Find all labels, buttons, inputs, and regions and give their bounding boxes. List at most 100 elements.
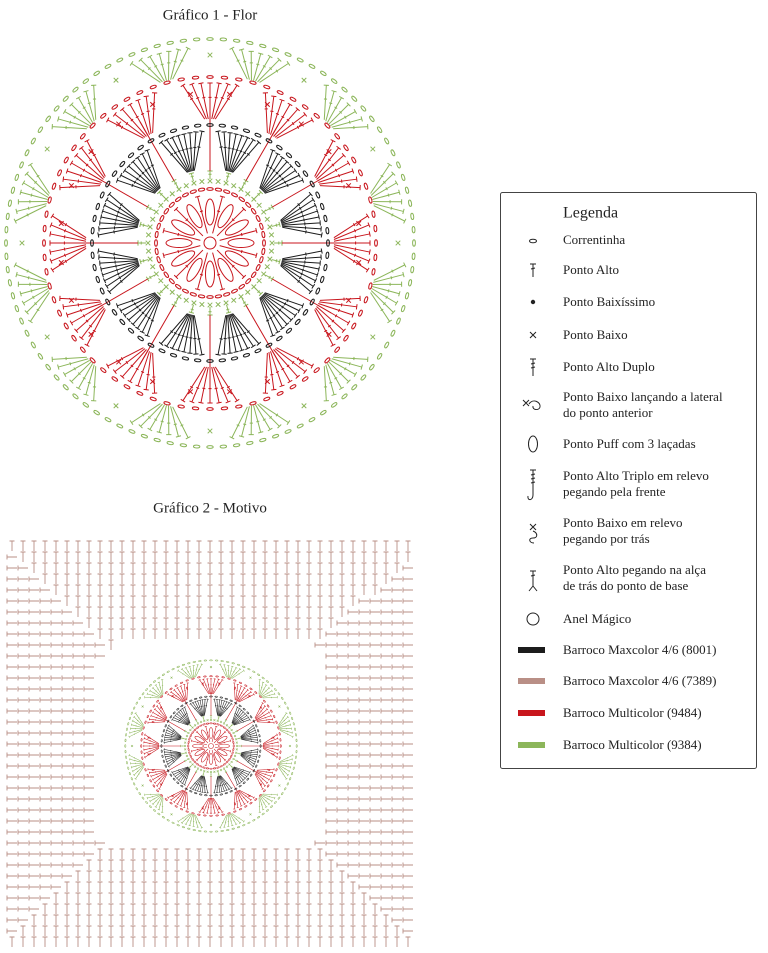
stitch	[314, 139, 336, 177]
single-crochet	[116, 359, 122, 365]
chain	[19, 161, 24, 169]
stitch	[17, 587, 28, 593]
chain	[53, 105, 60, 112]
chain	[308, 63, 316, 69]
chain	[169, 715, 173, 719]
stitch	[153, 708, 167, 720]
chain	[14, 173, 20, 181]
chain	[197, 187, 206, 192]
stitch	[179, 791, 186, 807]
stitch	[152, 562, 158, 573]
stitch	[284, 936, 290, 947]
chain	[276, 90, 284, 95]
stitch	[295, 584, 301, 595]
stitch	[193, 130, 205, 171]
stitch	[42, 914, 48, 925]
single-crochet	[269, 240, 275, 246]
chain	[123, 384, 131, 390]
stitch	[112, 112, 146, 138]
chain	[232, 443, 241, 448]
puff	[205, 198, 215, 226]
stitch	[273, 617, 279, 628]
chain	[204, 794, 208, 797]
stitch	[240, 584, 246, 595]
chain	[95, 275, 100, 284]
stitch	[262, 936, 268, 947]
stitch	[101, 262, 139, 278]
puff	[217, 736, 228, 743]
puff	[214, 752, 221, 763]
stitch	[143, 747, 160, 759]
chain	[400, 305, 406, 313]
stitch	[325, 697, 336, 703]
stitch	[347, 796, 358, 802]
stitch	[358, 785, 369, 791]
chain	[232, 744, 235, 748]
chain	[320, 202, 325, 211]
stitch	[28, 730, 39, 736]
stitch	[219, 775, 228, 792]
stitch	[49, 244, 87, 255]
chain	[252, 769, 256, 773]
chain	[71, 144, 77, 152]
stitch	[319, 184, 361, 191]
single-crochet	[218, 807, 221, 810]
stitch	[42, 573, 48, 584]
stitch	[75, 870, 81, 881]
chain	[125, 755, 127, 759]
stitch	[100, 214, 139, 225]
single-crochet	[153, 209, 159, 215]
stitch	[17, 862, 28, 868]
stitch	[361, 925, 367, 936]
stitch	[72, 730, 83, 736]
stitch	[6, 620, 17, 626]
chain	[259, 744, 262, 748]
stitch	[143, 746, 159, 751]
chain	[225, 760, 229, 764]
stitch	[119, 936, 125, 947]
stitch	[295, 859, 301, 870]
stitch	[177, 710, 190, 725]
stitch	[97, 606, 103, 617]
stitch	[130, 159, 159, 191]
stitch	[262, 747, 279, 759]
stitch	[28, 884, 39, 890]
stitch	[62, 301, 101, 310]
chain	[164, 798, 168, 801]
stitch	[207, 367, 213, 404]
stitch	[325, 796, 336, 802]
stitch	[369, 807, 380, 813]
stitch	[218, 699, 224, 716]
stitch	[129, 403, 161, 426]
stitch	[218, 540, 224, 551]
icon-bp-sc	[529, 523, 538, 544]
stitch	[42, 936, 48, 947]
legend-label: pegando por trás	[563, 531, 650, 546]
stitch	[259, 681, 265, 695]
chain	[133, 782, 136, 786]
single-crochet	[233, 734, 237, 738]
single-crochet	[356, 220, 362, 227]
chain	[284, 787, 287, 791]
chain	[234, 701, 238, 705]
stitch	[119, 584, 125, 595]
stitch	[207, 903, 213, 914]
stitch	[86, 562, 92, 573]
stitch	[130, 859, 136, 870]
chain	[180, 784, 184, 788]
chain	[166, 819, 170, 822]
stitch	[358, 884, 369, 890]
stitch	[6, 873, 17, 879]
stitch	[263, 741, 279, 746]
chain	[177, 77, 185, 82]
chain	[238, 784, 242, 788]
stitch	[350, 881, 356, 892]
stitch	[163, 562, 169, 573]
chain	[99, 191, 105, 199]
stitch	[99, 220, 139, 226]
chain	[214, 695, 218, 698]
single-crochet	[183, 744, 187, 748]
puff	[186, 257, 203, 282]
stitch	[50, 719, 61, 725]
stitch	[240, 540, 246, 551]
